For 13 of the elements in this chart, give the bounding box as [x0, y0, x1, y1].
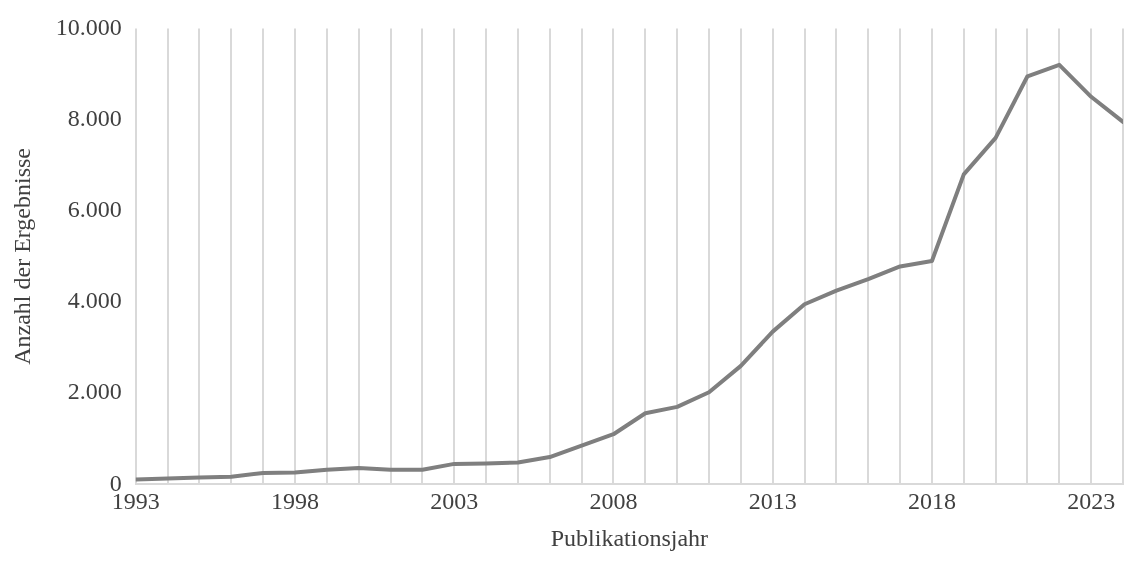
x-tick-label: 1998 [271, 488, 320, 515]
x-tick-label: 2018 [907, 488, 956, 515]
x-axis-title: Publikationsjahr [550, 524, 709, 551]
x-tick-label: 2023 [1067, 488, 1116, 515]
x-tick-label: 2003 [430, 488, 479, 515]
y-tick-label: 8.000 [67, 104, 122, 131]
y-tick-label: 2.000 [67, 378, 122, 405]
x-tick-label: 2008 [589, 488, 638, 515]
y-tick-label: 6.000 [67, 196, 122, 223]
y-axis-title: Anzahl der Ergebnisse [8, 147, 35, 365]
y-tick-label: 4.000 [67, 287, 122, 314]
x-tick-label: 2013 [748, 488, 797, 515]
y-tick-label: 10.000 [55, 13, 122, 40]
